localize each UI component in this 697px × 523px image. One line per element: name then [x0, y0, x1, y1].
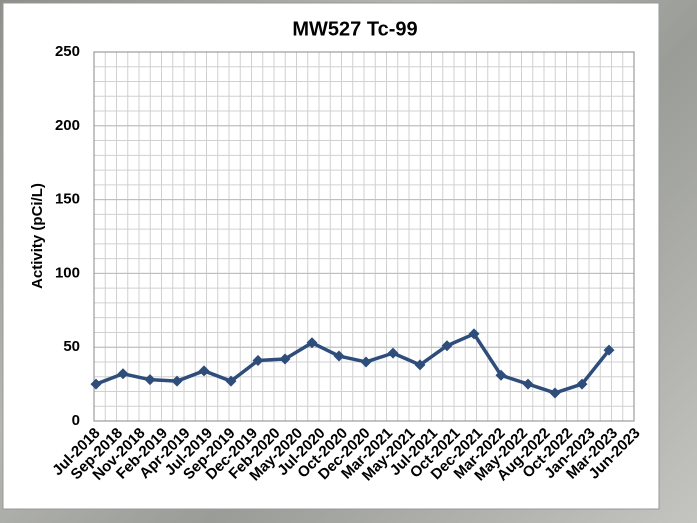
data-point [225, 375, 237, 387]
data-point [387, 347, 399, 359]
y-tick-label: 0 [72, 412, 80, 429]
data-point [117, 368, 129, 380]
data-point [414, 359, 426, 371]
data-point [495, 369, 507, 381]
y-tick-label: 150 [55, 191, 80, 208]
data-point [576, 378, 588, 390]
data-point [90, 378, 102, 390]
y-tick-label: 50 [63, 338, 80, 355]
data-line [95, 332, 611, 395]
data-point [252, 354, 264, 366]
y-tick-label: 250 [55, 43, 80, 60]
y-tick-label: 100 [55, 264, 80, 281]
chart-panel [2, 2, 660, 510]
data-point [522, 378, 534, 390]
data-point [333, 350, 345, 362]
y-tick-label: 200 [55, 117, 80, 134]
chart-title: MW527 Tc-99 [292, 18, 417, 40]
data-point [603, 344, 615, 356]
data-point [441, 340, 453, 352]
data-point [171, 375, 183, 387]
data-point [549, 387, 561, 399]
data-point [306, 337, 318, 349]
data-point [144, 374, 156, 386]
data-point [468, 328, 480, 340]
data-point [360, 356, 372, 368]
plot-border [93, 51, 635, 422]
y-axis-label: Activity (pCi/L) [29, 183, 46, 289]
data-point [279, 353, 291, 365]
data-point [198, 365, 210, 377]
